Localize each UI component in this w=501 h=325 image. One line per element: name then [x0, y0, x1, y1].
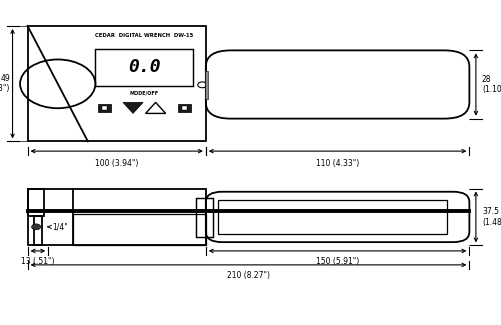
Text: 28
(1.10"): 28 (1.10"): [481, 75, 501, 94]
Text: CEDAR  DIGITAL WRENCH  DW-15: CEDAR DIGITAL WRENCH DW-15: [95, 32, 193, 38]
Bar: [195, 198, 213, 237]
Text: 13 (.51"): 13 (.51"): [21, 257, 55, 266]
Bar: [28, 188, 44, 216]
Bar: [28, 188, 205, 245]
Text: 100 (3.94"): 100 (3.94"): [95, 159, 138, 168]
Bar: [95, 49, 193, 86]
Bar: [34, 216, 42, 245]
Bar: [73, 214, 205, 245]
Bar: [178, 104, 191, 112]
Bar: [98, 104, 111, 112]
Text: 37.5
(1.48"): 37.5 (1.48"): [481, 207, 501, 227]
Bar: [204, 71, 207, 99]
Bar: [28, 26, 205, 141]
Text: 210 (8.27"): 210 (8.27"): [226, 271, 270, 280]
Bar: [102, 106, 107, 110]
Text: 1/4": 1/4": [52, 222, 68, 231]
Text: 49
(1.93"): 49 (1.93"): [0, 74, 10, 93]
Text: MODE/OFF: MODE/OFF: [129, 90, 159, 95]
Polygon shape: [123, 102, 143, 113]
Text: 0.0: 0.0: [128, 58, 160, 76]
Text: 110 (4.33"): 110 (4.33"): [315, 159, 359, 168]
Bar: [182, 106, 187, 110]
Bar: [218, 200, 446, 234]
Text: 150 (5.91"): 150 (5.91"): [315, 257, 359, 266]
Circle shape: [32, 224, 41, 230]
